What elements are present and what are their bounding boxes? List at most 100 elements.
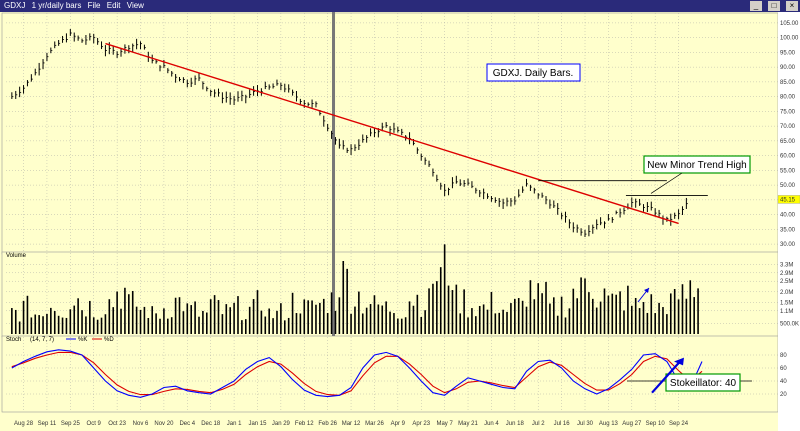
volume-bar [673,288,676,334]
menu-file[interactable]: File [87,1,101,10]
menu-edit[interactable]: Edit [106,1,121,10]
volume-bar [521,300,524,334]
stoch-d-line [11,351,703,396]
volume-bar [615,294,617,334]
volume-bar [669,293,672,334]
panel-frame [1,335,779,413]
volume-bar [486,309,489,334]
volume-bar [85,316,87,334]
volume-bar [517,298,520,334]
new-minor-high-label: New Minor Trend High [647,160,746,171]
volume-tick-label: 2.9M [780,271,793,277]
volume-bar [120,308,122,334]
volume-bars [11,244,699,334]
chart-title-box [486,63,581,82]
volume-bar [92,317,95,334]
range-label[interactable]: 1 yr/daily bars [31,1,82,10]
volume-bar [630,305,633,334]
price-tick-label: 80.00 [780,95,796,101]
volume-bar [467,317,469,334]
volume-bar [307,300,309,334]
volume-bar [287,317,290,334]
volume-bar [459,313,462,334]
price-bars [11,29,688,238]
x-tick-label: May 7 [436,421,453,427]
new-minor-high-pointer [650,172,683,194]
volume-bar [475,316,477,334]
volume-bar [514,298,516,334]
volume-bar [346,268,348,334]
last-price-label: 45.15 [780,197,796,203]
y-axis-gutter [778,12,800,431]
x-tick-label: Apr 23 [412,421,430,427]
chart-title: GDXJ. Daily Bars. [493,68,574,79]
volume-bar [100,317,103,334]
volume-bar [502,309,504,334]
volume-bar [11,308,13,334]
volume-bar [634,297,637,334]
stoch-up-arrow [651,360,681,394]
volume-bar [619,291,621,334]
volume-bar [389,311,391,334]
volume-bar [599,301,602,334]
symbol-label[interactable]: GDXJ [4,1,26,10]
stoch-tick-label: 80 [780,353,787,359]
volume-bar [342,260,345,334]
volume-bar [268,308,270,334]
volume-bar [42,316,44,334]
price-tick-label: 30.00 [780,242,796,248]
minimize-icon[interactable]: _ [750,1,762,11]
volume-bar [654,313,656,334]
volume-bar [607,295,610,334]
volume-bar [65,317,68,334]
x-tick-label: Oct 9 [87,421,102,427]
volume-bar [322,298,325,334]
x-tick-label: Sep 10 [646,421,666,427]
volume-bar [400,318,403,334]
volume-bar [361,313,364,334]
volume-bar [225,304,228,334]
volume-tick-label: 3.3M [780,262,793,268]
stoch-up-arrowhead [674,357,684,366]
volume-bar [556,315,559,334]
volume-bar [311,300,313,334]
volume-bar [611,293,614,334]
x-tick-label: Jun 18 [506,421,525,427]
x-tick-label: May 21 [458,421,478,427]
volume-bar [576,298,579,334]
volume-bar [603,288,606,334]
volume-bar [272,318,274,334]
close-icon[interactable]: × [786,1,798,11]
x-tick-label: Jan 1 [227,421,242,427]
x-tick-label: Aug 28 [14,421,34,427]
volume-bar [533,299,536,334]
volume-bar [646,312,649,334]
volume-bar [623,310,625,334]
volume-bar [420,317,423,334]
volume-bar [108,299,111,334]
menu-view[interactable]: View [126,1,144,10]
volume-bar [248,306,251,334]
volume-bar [408,301,411,334]
volume-bar [260,310,263,334]
volume-bar [81,310,83,334]
maximize-icon[interactable]: □ [768,1,780,11]
main-downtrend-line [105,42,679,225]
volume-bar [436,281,438,334]
volume-bar [381,305,384,334]
volume-bar [96,319,99,334]
volume-bar [432,283,434,334]
x-tick-label: Jan 15 [248,421,267,427]
volume-bar [174,297,177,334]
stoch-tick-label: 60 [780,366,787,372]
volume-tick-label: 1.5M [780,300,793,306]
volume-bar [241,320,243,334]
volume-bar [198,316,200,334]
volume-bar [642,302,645,334]
volume-bar [61,317,64,334]
volume-bar [116,291,118,334]
volume-bar [369,304,372,334]
volume-bar [163,308,165,334]
volume-tick-label: 1.1M [780,309,793,315]
